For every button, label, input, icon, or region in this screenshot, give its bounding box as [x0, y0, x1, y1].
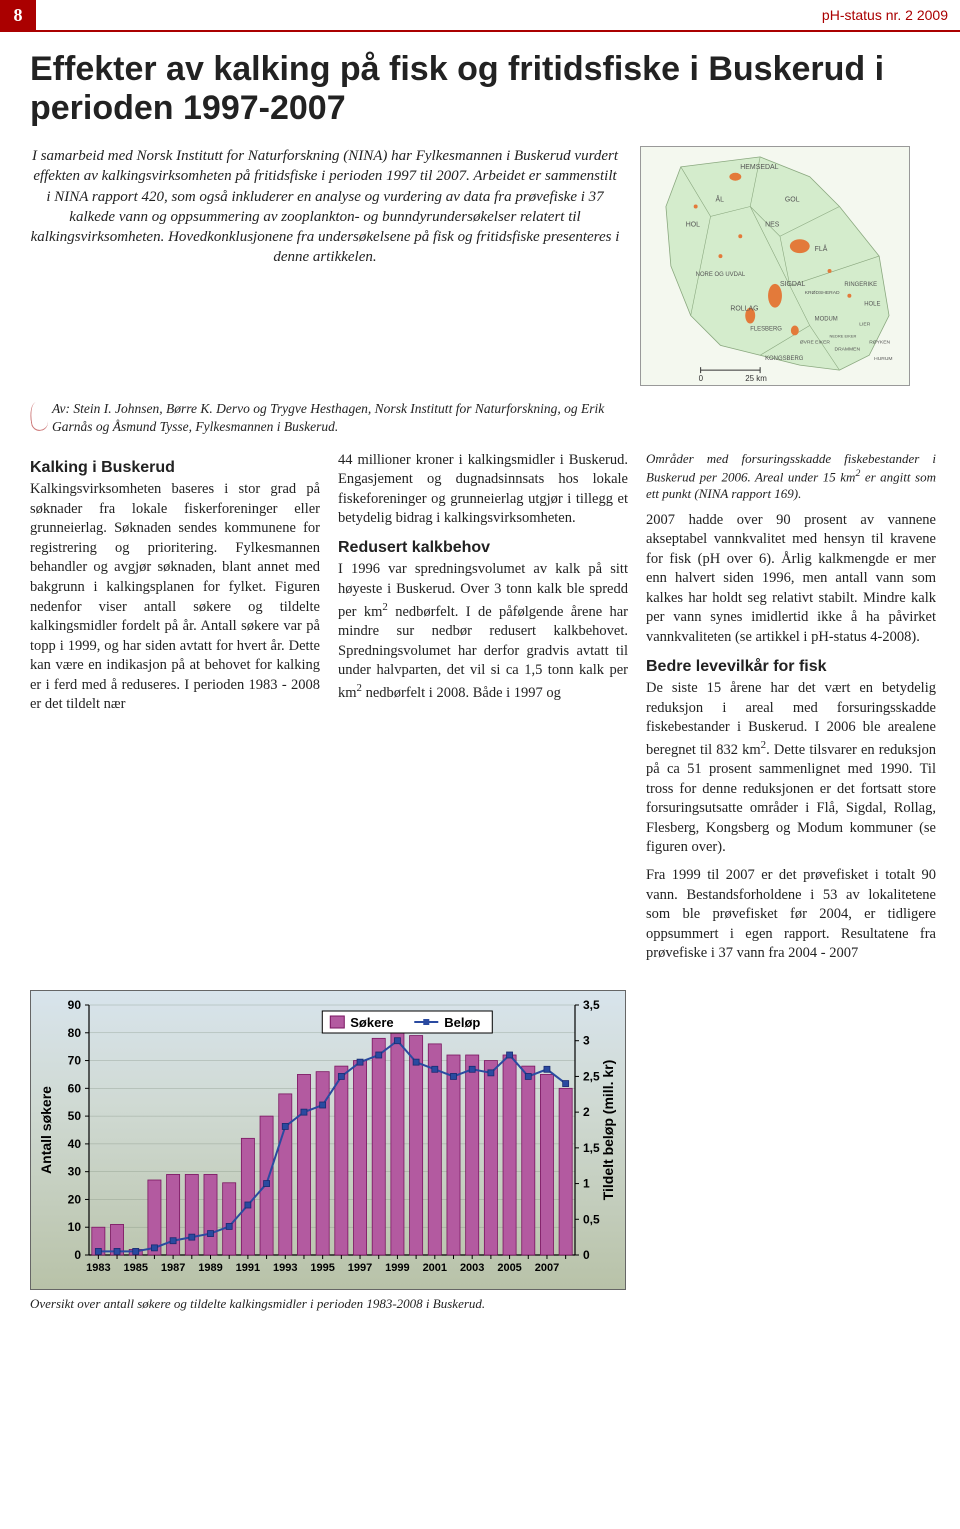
article-title: Effekter av kalking på fisk og fritidsfi…: [30, 50, 930, 128]
svg-text:HOL: HOL: [686, 222, 700, 229]
svg-text:3,5: 3,5: [583, 998, 600, 1012]
svg-text:2: 2: [583, 1105, 590, 1119]
map-figure: HEMSEDAL ÅL GOL HOL NES FLÅ NORE OG UVDA…: [640, 146, 910, 386]
svg-text:10: 10: [68, 1220, 82, 1234]
col3-heading: Bedre levevilkår for fisk: [646, 656, 936, 678]
svg-text:1985: 1985: [123, 1262, 147, 1274]
article-body: Effekter av kalking på fisk og fritidsfi…: [0, 32, 960, 1333]
svg-text:0,5: 0,5: [583, 1212, 600, 1226]
svg-text:GOL: GOL: [785, 197, 800, 204]
svg-text:RINGERIKE: RINGERIKE: [844, 282, 877, 288]
svg-text:ROLLAG: ROLLAG: [730, 306, 758, 313]
chart-caption: Oversikt over antall søkere og tildelte …: [30, 1296, 626, 1313]
svg-text:KRØDSHERAD: KRØDSHERAD: [805, 290, 840, 296]
svg-text:HEMSEDAL: HEMSEDAL: [740, 164, 778, 171]
svg-text:1993: 1993: [273, 1262, 297, 1274]
svg-text:2003: 2003: [460, 1262, 484, 1274]
svg-text:FLÅ: FLÅ: [815, 244, 828, 253]
svg-text:1999: 1999: [385, 1262, 409, 1274]
col1-p1: Kalkingsvirksomheten baseres i stor grad…: [30, 480, 320, 715]
svg-text:2007: 2007: [535, 1262, 559, 1274]
column-1: Kalking i Buskerud Kalkingsvirksomheten …: [30, 451, 320, 972]
byline: Av: Stein I. Johnsen, Børre K. Dervo og …: [30, 400, 630, 436]
svg-text:30: 30: [68, 1165, 82, 1179]
svg-text:Beløp: Beløp: [444, 1015, 480, 1030]
svg-text:MODUM: MODUM: [815, 317, 838, 323]
article-intro: I samarbeid med Norsk Institutt for Natu…: [30, 146, 620, 386]
svg-text:SIGDAL: SIGDAL: [780, 281, 806, 288]
svg-text:KONGSBERG: KONGSBERG: [765, 356, 804, 362]
svg-text:NORE OG UVDAL: NORE OG UVDAL: [696, 272, 746, 278]
chart: 0 10 20 30 40 50 60 70 80 90 0 0,5 1 1,5 2 2,5 3 3,5 1983 1…: [30, 990, 626, 1290]
issue-label: pH-status nr. 2 2009: [822, 7, 960, 23]
svg-text:0: 0: [583, 1248, 590, 1262]
svg-text:25 km: 25 km: [745, 374, 767, 383]
svg-text:1987: 1987: [161, 1262, 185, 1274]
map-caption: Områder med forsuringsskadde fiskebestan…: [646, 451, 936, 503]
svg-text:2,5: 2,5: [583, 1069, 600, 1083]
col2-heading: Redusert kalkbehov: [338, 537, 628, 559]
svg-text:HURUM: HURUM: [874, 356, 892, 362]
col3-p3: Fra 1999 til 2007 er det prøvefisket i t…: [646, 866, 936, 964]
col2-p1: 44 millioner kroner i kalkingsmidler i B…: [338, 451, 628, 529]
svg-text:20: 20: [68, 1192, 82, 1206]
svg-text:1997: 1997: [348, 1262, 372, 1274]
col3-p2: De siste 15 årene har det vært en betyde…: [646, 679, 936, 858]
svg-text:2001: 2001: [423, 1262, 447, 1274]
svg-text:Antall søkere: Antall søkere: [38, 1086, 54, 1174]
svg-text:1: 1: [583, 1176, 590, 1190]
svg-text:1989: 1989: [198, 1262, 222, 1274]
svg-text:3: 3: [583, 1034, 590, 1048]
svg-text:80: 80: [68, 1026, 82, 1040]
svg-text:1991: 1991: [236, 1262, 260, 1274]
svg-text:40: 40: [68, 1137, 82, 1151]
svg-text:1,5: 1,5: [583, 1141, 600, 1155]
svg-text:2005: 2005: [497, 1262, 521, 1274]
svg-text:RØYKEN: RØYKEN: [869, 340, 890, 346]
svg-text:0: 0: [74, 1248, 81, 1262]
page-number: 8: [0, 0, 36, 31]
svg-text:90: 90: [68, 998, 82, 1012]
page-header: 8 pH-status nr. 2 2009: [0, 0, 960, 32]
svg-text:1983: 1983: [86, 1262, 110, 1274]
svg-text:NEDRE EIKER: NEDRE EIKER: [830, 334, 857, 339]
svg-text:HOLE: HOLE: [864, 302, 880, 308]
svg-text:0: 0: [699, 374, 704, 383]
svg-text:FLESBERG: FLESBERG: [750, 327, 782, 333]
svg-text:DRAMMEN: DRAMMEN: [835, 346, 861, 352]
svg-text:60: 60: [68, 1081, 82, 1095]
chart-container: 0 10 20 30 40 50 60 70 80 90 0 0,5 1 1,5 2 2,5 3 3,5 1983 1…: [30, 990, 628, 1313]
svg-text:50: 50: [68, 1109, 82, 1123]
svg-text:70: 70: [68, 1053, 82, 1067]
column-3: Områder med forsuringsskadde fiskebestan…: [646, 451, 936, 972]
svg-text:Søkere: Søkere: [350, 1015, 393, 1030]
col2-p2: I 1996 var spredningsvolumet av kalk på …: [338, 560, 628, 703]
svg-text:ØVRE EIKER: ØVRE EIKER: [800, 340, 831, 346]
svg-text:LIER: LIER: [859, 322, 870, 328]
svg-text:Tildelt beløp (mill. kr): Tildelt beløp (mill. kr): [600, 1060, 616, 1201]
col1-heading: Kalking i Buskerud: [30, 457, 320, 479]
svg-text:1995: 1995: [310, 1262, 334, 1274]
column-2: 44 millioner kroner i kalkingsmidler i B…: [338, 451, 628, 972]
svg-text:NES: NES: [765, 222, 780, 229]
col3-p1: 2007 hadde over 90 prosent av vannene ak…: [646, 511, 936, 648]
svg-text:ÅL: ÅL: [716, 195, 725, 204]
